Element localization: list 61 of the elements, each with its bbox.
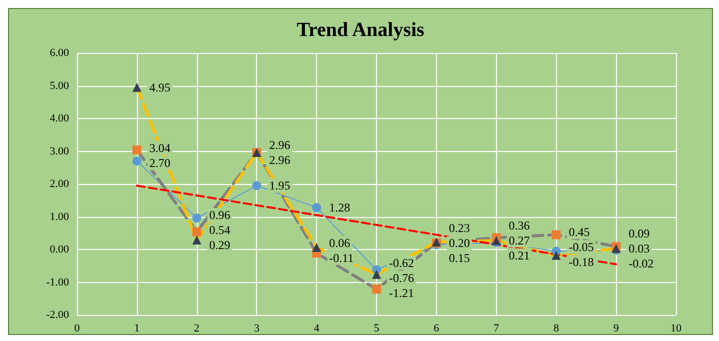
point — [372, 270, 381, 279]
data-label: 0.23 — [448, 221, 470, 236]
y-tick-label: 6.00 — [50, 47, 70, 59]
point — [372, 284, 381, 294]
point — [132, 82, 142, 92]
point — [132, 145, 142, 154]
y-tick-label: -1.00 — [46, 276, 70, 288]
data-label: -0.76 — [389, 270, 414, 285]
y-tick-label: 3.00 — [50, 145, 70, 158]
data-label: 3.04 — [149, 141, 170, 156]
point — [132, 156, 142, 166]
point — [192, 214, 202, 223]
data-label: -0.18 — [568, 255, 594, 270]
point — [312, 243, 322, 252]
x-tick-label: 5 — [374, 322, 380, 334]
x-tick-label: 3 — [254, 322, 260, 334]
x-tick-label: 2 — [194, 322, 200, 334]
point — [192, 236, 202, 245]
data-label: 0.29 — [209, 238, 230, 252]
point — [552, 230, 561, 240]
data-label: -0.11 — [329, 250, 354, 265]
data-label: 2.70 — [149, 156, 170, 170]
x-tick-label: 10 — [670, 322, 682, 334]
x-tick-label: 8 — [553, 322, 560, 334]
y-tick-label: 5.00 — [50, 80, 70, 92]
data-label: 0.09 — [628, 226, 650, 240]
data-label: 0.15 — [448, 251, 470, 266]
y-tick-label: 2.00 — [50, 178, 70, 190]
data-label: 0.03 — [628, 241, 650, 256]
data-label: 0.96 — [209, 208, 230, 222]
point — [252, 181, 262, 190]
y-tick-label: 1.00 — [50, 210, 70, 223]
y-tick-label: 4.00 — [50, 112, 70, 124]
data-label: 0.21 — [508, 248, 530, 262]
data-label: 0.45 — [568, 225, 590, 240]
x-tick-label: 6 — [434, 322, 440, 334]
x-tick-label: 9 — [613, 322, 620, 334]
point — [192, 227, 202, 236]
chart-title: Trend Analysis — [296, 19, 425, 41]
data-label: -1.21 — [389, 286, 414, 300]
point — [312, 203, 322, 212]
data-label: 1.28 — [329, 200, 350, 215]
x-tick-label: 4 — [314, 322, 320, 334]
x-tick-label: 1 — [134, 322, 140, 334]
data-label: 0.20 — [448, 236, 470, 250]
data-label: 0.54 — [209, 222, 230, 237]
data-label: 2.96 — [269, 138, 290, 152]
data-label: 2.96 — [269, 153, 290, 168]
data-label: 1.95 — [269, 178, 290, 193]
data-label: -0.05 — [568, 240, 594, 254]
point — [552, 250, 561, 260]
data-label: 0.06 — [329, 236, 350, 250]
x-tick-label: 7 — [494, 322, 500, 334]
y-tick-label: -2.00 — [46, 309, 70, 321]
data-label: 0.27 — [508, 233, 530, 248]
data-label: -0.02 — [628, 256, 654, 270]
data-label: 4.95 — [149, 80, 170, 94]
y-tick-label: 0.00 — [50, 244, 70, 256]
data-label: 0.36 — [508, 218, 530, 232]
data-label: -0.62 — [389, 256, 414, 270]
x-tick-label: 0 — [74, 322, 80, 334]
